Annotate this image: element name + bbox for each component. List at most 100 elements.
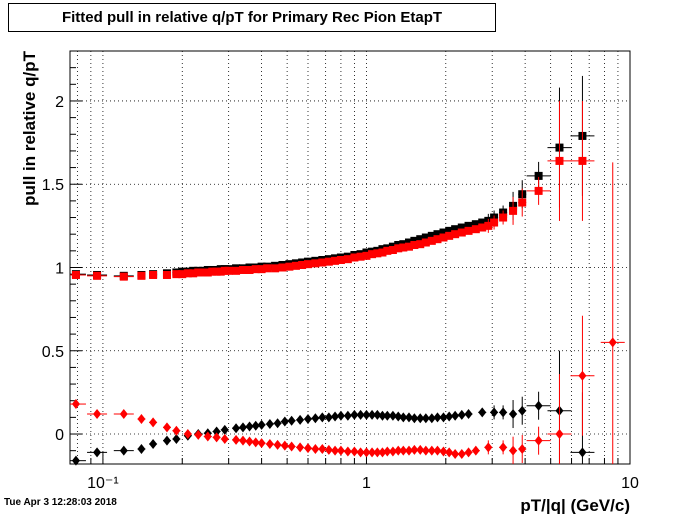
data-point <box>189 269 198 278</box>
data-point <box>509 445 518 456</box>
data-point <box>350 446 359 457</box>
data-point <box>410 444 419 455</box>
data-point <box>416 444 425 455</box>
x-tick-label: 1 <box>362 475 371 492</box>
data-point <box>439 446 448 457</box>
data-point <box>378 447 387 458</box>
data-point <box>311 444 320 455</box>
data-point <box>324 257 333 266</box>
data-point <box>273 418 282 429</box>
data-point <box>224 266 233 275</box>
data-point <box>172 425 181 436</box>
data-point <box>518 444 527 455</box>
data-point <box>427 231 436 240</box>
data-point <box>421 233 430 242</box>
data-point <box>471 225 480 234</box>
data-point <box>251 265 260 274</box>
data-point <box>388 446 397 457</box>
data-point <box>296 414 305 425</box>
data-point <box>287 441 296 452</box>
data-point <box>71 399 80 410</box>
data-point <box>291 261 300 270</box>
data-point <box>555 156 564 165</box>
data-point <box>490 407 499 418</box>
data-point <box>278 263 287 272</box>
data-point <box>378 248 387 257</box>
data-point <box>194 268 203 277</box>
data-point <box>416 413 425 424</box>
data-point <box>238 265 247 274</box>
data-point <box>464 226 473 235</box>
data-point <box>383 246 392 255</box>
data-point <box>399 243 408 252</box>
data-point <box>350 409 359 420</box>
x-tick-label: 10 <box>621 475 639 492</box>
data-point <box>296 442 305 453</box>
data-point <box>245 421 254 432</box>
x-tick-label: 10⁻¹ <box>87 475 119 492</box>
chart-title-box: Fitted pull in relative q/pT for Primary… <box>8 3 496 32</box>
data-point <box>336 255 345 264</box>
data-point <box>478 223 487 232</box>
data-point <box>71 270 80 279</box>
data-point <box>464 409 473 420</box>
data-point <box>445 411 454 422</box>
data-point <box>263 264 272 273</box>
y-tick-label: 0.5 <box>42 344 64 361</box>
data-point <box>257 265 266 274</box>
data-point <box>216 267 225 276</box>
data-point <box>362 447 371 458</box>
data-point <box>464 221 473 230</box>
data-point <box>232 266 241 275</box>
data-point <box>433 445 442 456</box>
data-point <box>280 416 289 427</box>
data-point <box>368 409 377 420</box>
data-point <box>464 447 473 458</box>
data-point <box>265 439 274 450</box>
data-point <box>203 431 212 442</box>
data-point <box>93 447 102 458</box>
data-point <box>404 445 413 456</box>
data-point <box>499 213 508 222</box>
data-point <box>388 246 397 255</box>
data-point <box>298 260 307 269</box>
data-point <box>71 455 80 466</box>
data-point <box>183 429 192 440</box>
data-point <box>271 264 280 273</box>
data-point <box>208 267 217 276</box>
data-point <box>457 223 466 232</box>
data-point <box>324 444 333 455</box>
data-point <box>331 256 340 265</box>
data-point <box>238 422 247 433</box>
data-point <box>356 447 365 458</box>
data-point <box>509 206 518 215</box>
data-point <box>119 409 128 420</box>
data-point <box>439 228 448 237</box>
data-point <box>427 445 436 456</box>
data-point <box>445 447 454 458</box>
data-point <box>394 244 403 253</box>
data-point <box>484 442 493 453</box>
data-point <box>336 410 345 421</box>
data-point <box>149 417 158 428</box>
data-point <box>421 238 430 247</box>
data-point <box>427 236 436 245</box>
data-point <box>311 259 320 268</box>
data-point <box>199 268 208 277</box>
data-point <box>149 439 158 450</box>
data-point <box>499 442 508 453</box>
data-point <box>257 438 266 449</box>
data-point <box>490 218 499 227</box>
data-point <box>457 409 466 420</box>
x-axis-label: pT/|q| (GeV/c) <box>520 496 630 514</box>
series-1 <box>70 100 595 281</box>
data-point <box>518 405 527 416</box>
data-point <box>343 446 352 457</box>
data-point <box>212 267 221 276</box>
data-point <box>534 435 543 446</box>
data-point <box>368 250 377 259</box>
data-point <box>433 230 442 239</box>
data-point <box>534 186 543 195</box>
data-point <box>457 228 466 237</box>
